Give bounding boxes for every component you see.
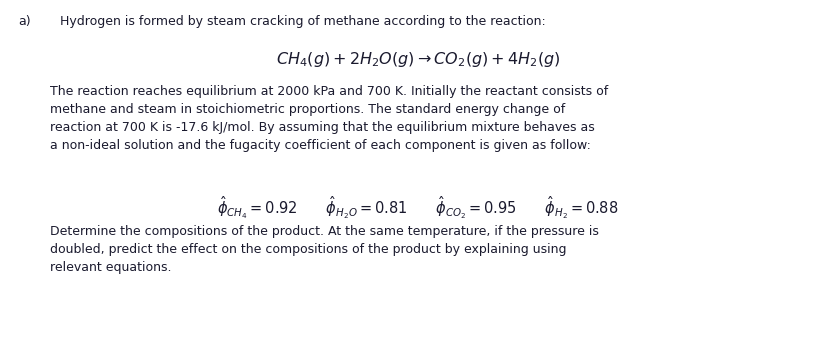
Text: a): a) <box>18 15 31 28</box>
Text: Determine the compositions of the product. At the same temperature, if the press: Determine the compositions of the produc… <box>50 225 599 274</box>
Text: $CH_4(g)+2H_2O(g)\rightarrow CO_2(g)+4H_2(g)$: $CH_4(g)+2H_2O(g)\rightarrow CO_2(g)+4H_… <box>275 50 559 69</box>
Text: Hydrogen is formed by steam cracking of methane according to the reaction:: Hydrogen is formed by steam cracking of … <box>60 15 545 28</box>
Text: $\hat{\phi}_{CH_4}=0.92 \qquad \hat{\phi}_{H_2O}=0.81 \qquad \hat{\phi}_{CO_2}=0: $\hat{\phi}_{CH_4}=0.92 \qquad \hat{\phi… <box>217 195 618 221</box>
Text: The reaction reaches equilibrium at 2000 kPa and 700 K. Initially the reactant c: The reaction reaches equilibrium at 2000… <box>50 85 608 152</box>
